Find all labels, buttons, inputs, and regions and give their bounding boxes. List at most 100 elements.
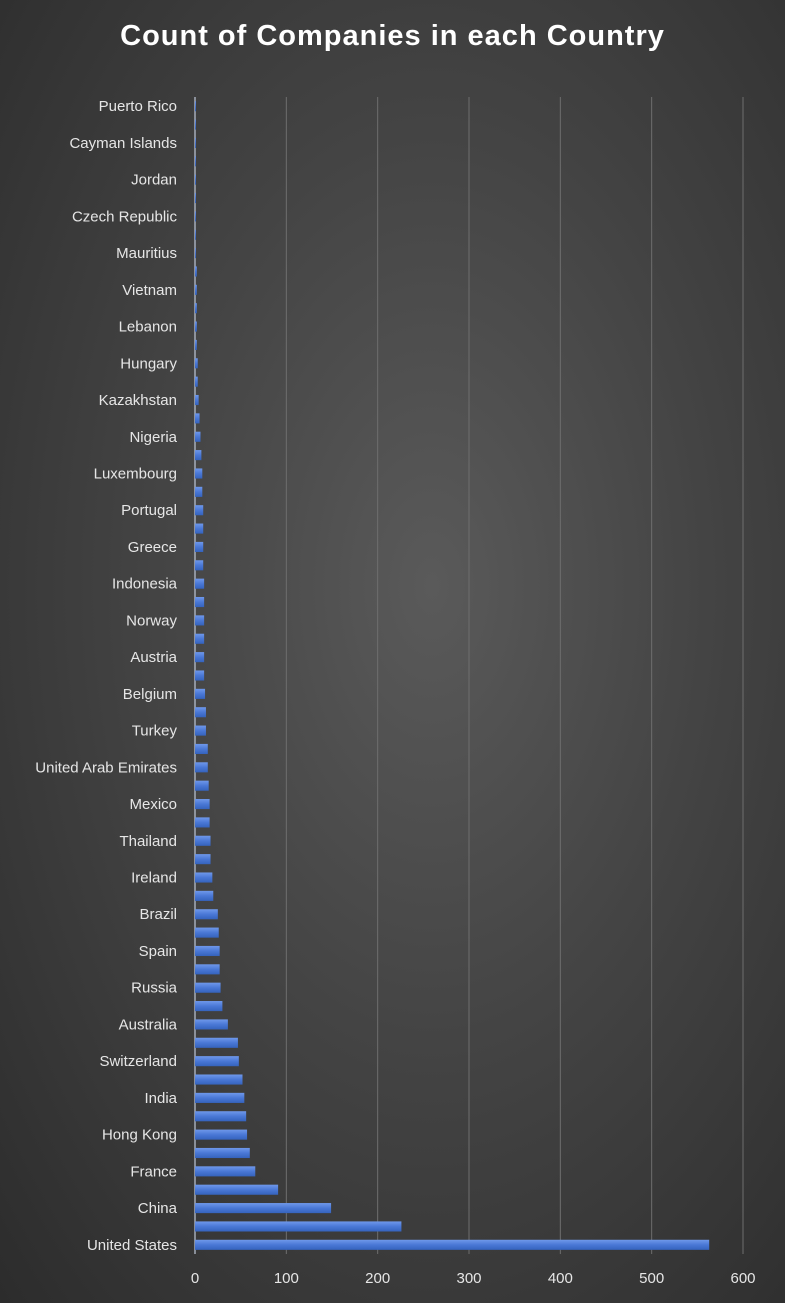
category-label: Hong Kong (102, 1127, 177, 1144)
bar (195, 652, 205, 663)
bar (195, 156, 196, 167)
bar (195, 560, 204, 571)
category-label: Norway (126, 612, 177, 629)
bar (195, 266, 197, 277)
x-tick-label: 600 (730, 1270, 755, 1287)
bar (195, 872, 213, 883)
bar (195, 1147, 250, 1159)
bar (195, 762, 208, 773)
category-label: Indonesia (112, 576, 178, 593)
category-label: Lebanon (119, 319, 177, 336)
bar (195, 688, 206, 699)
bar (195, 192, 196, 204)
category-label: India (144, 1090, 177, 1107)
bar (195, 578, 205, 589)
x-tick-label: 200 (365, 1270, 390, 1287)
category-label: Jordan (131, 172, 177, 189)
category-label: Russia (131, 980, 178, 997)
x-tick-label: 0 (191, 1270, 199, 1287)
category-label: Ireland (131, 870, 177, 887)
category-label: United Arab Emirates (35, 759, 177, 776)
category-label: Australia (119, 1016, 178, 1033)
bar (195, 1239, 710, 1250)
category-labels: United States China France Hong Kong India Sw… (35, 98, 177, 1254)
bar (195, 1001, 223, 1012)
bar (195, 1129, 248, 1140)
bar (195, 835, 211, 846)
bar (195, 890, 214, 901)
bar (195, 119, 196, 130)
category-label: Nigeria (129, 429, 177, 446)
bar (195, 541, 204, 552)
bar (195, 1056, 239, 1067)
bar (195, 211, 196, 222)
x-tick-label: 100 (274, 1270, 299, 1287)
category-label: Thailand (119, 833, 177, 850)
x-tick-label: 300 (456, 1270, 481, 1287)
category-label: Vietnam (122, 282, 177, 299)
bar (195, 780, 209, 791)
bar (195, 303, 197, 314)
category-label: China (138, 1200, 178, 1217)
category-label: Puerto Rico (99, 98, 177, 115)
bar (195, 358, 198, 369)
bar (195, 284, 197, 295)
x-tick-label: 500 (639, 1270, 664, 1287)
bar (195, 670, 205, 681)
bar (195, 376, 198, 387)
bar (195, 248, 196, 259)
x-tick-label: 400 (548, 1270, 573, 1287)
x-tick-labels: 0 100 200 300 400 500 600 (191, 1270, 756, 1287)
bar (195, 486, 203, 497)
category-label: Turkey (132, 723, 178, 740)
category-label: Luxembourg (94, 465, 177, 482)
bar (195, 431, 201, 442)
category-label: France (130, 1163, 177, 1180)
bar (195, 101, 196, 112)
category-label: Austria (130, 649, 177, 666)
bar (195, 707, 206, 718)
category-label: Portugal (121, 502, 177, 519)
bar (195, 725, 206, 736)
bar (195, 137, 196, 148)
bar (195, 413, 200, 424)
category-label: Switzerland (99, 1053, 177, 1070)
bar (195, 229, 196, 240)
bar (195, 394, 199, 406)
bar (195, 450, 202, 461)
category-label: Brazil (139, 906, 177, 923)
category-label: Greece (128, 539, 177, 556)
bar (195, 615, 205, 626)
category-label: United States (87, 1237, 177, 1254)
bar (195, 1092, 245, 1103)
bar (195, 1037, 238, 1048)
bar (195, 964, 220, 975)
bar (195, 1221, 402, 1232)
bar (195, 799, 210, 810)
gridlines (194, 97, 744, 1254)
category-label: Hungary (120, 355, 177, 372)
bar (195, 468, 203, 479)
bar (195, 596, 205, 608)
category-label: Mauritius (116, 245, 177, 262)
chart-title: Count of Companies in each Country (120, 20, 665, 52)
bar (195, 505, 204, 516)
category-label: Cayman Islands (69, 135, 177, 152)
category-label: Czech Republic (72, 208, 178, 225)
bar (195, 339, 197, 350)
bar (195, 854, 211, 865)
category-label: Belgium (123, 686, 177, 703)
bar (195, 817, 210, 828)
bar (195, 321, 197, 332)
bar (195, 523, 204, 534)
bar (195, 1019, 228, 1030)
bar (195, 1074, 243, 1085)
bar (195, 945, 220, 957)
bar (195, 1184, 279, 1195)
bar (195, 1203, 332, 1214)
bar (195, 927, 219, 938)
category-label: Kazakhstan (99, 392, 177, 409)
category-label: Mexico (129, 796, 177, 813)
